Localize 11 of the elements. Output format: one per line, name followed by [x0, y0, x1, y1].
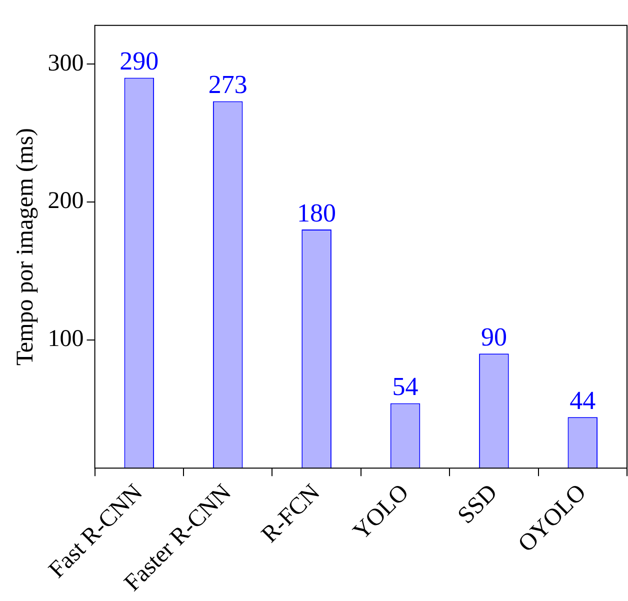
y-tick-label: 300 [48, 50, 84, 76]
data-label: 273 [208, 70, 248, 100]
data-label: 54 [392, 372, 418, 402]
data-label: 290 [120, 46, 159, 76]
y-tick-label: 100 [48, 326, 84, 352]
y-axis-title: Tempo por imagem (ms) [12, 128, 39, 366]
y-tick-label: 200 [48, 188, 84, 214]
data-label: 90 [480, 322, 507, 352]
data-label: 44 [570, 386, 596, 415]
x-tick-label: SSD [453, 480, 503, 530]
data-label: 180 [297, 198, 336, 228]
